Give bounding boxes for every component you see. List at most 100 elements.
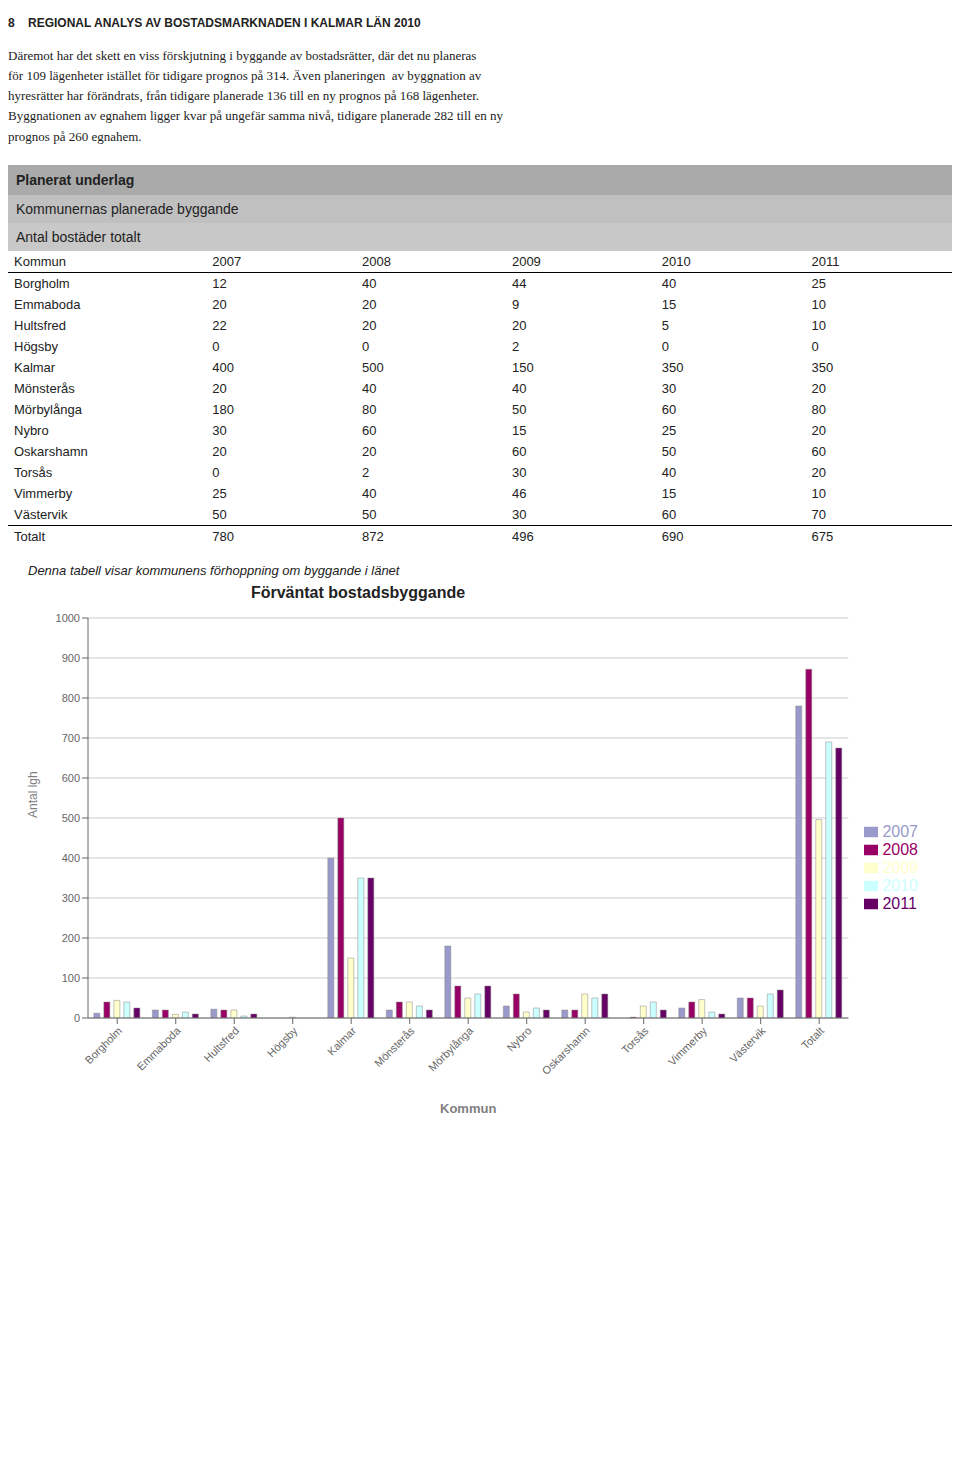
html-text:Totalt: Totalt: [14, 528, 46, 544]
html-text:400: 400: [212, 359, 234, 375]
html-text:10: 10: [811, 296, 827, 312]
html-text:350: 350: [661, 359, 684, 375]
svg-text:200: 200: [62, 932, 80, 944]
html-text:Däremot har det skett en viss: Däremot har det skett en viss förskjutni…: [8, 48, 503, 144]
svg-text:900: 900: [62, 652, 80, 664]
html-text:Planerat underlag: Planerat underlag: [16, 171, 135, 188]
html-text:675: 675: [811, 528, 834, 544]
html-text:2009: 2009: [882, 858, 918, 876]
html-text:60: 60: [811, 443, 827, 459]
svg-text:Mörbylånga: Mörbylånga: [426, 1024, 476, 1074]
svg-text:Mönsterås: Mönsterås: [372, 1024, 417, 1069]
svg-text:700: 700: [62, 732, 80, 744]
html-text:150: 150: [511, 359, 534, 375]
html-text:2009: 2009: [511, 253, 541, 269]
html-text:Borgholm: Borgholm: [14, 275, 70, 291]
html-text:Västervik: Västervik: [14, 506, 68, 522]
html-text:Mönsterås: Mönsterås: [14, 380, 75, 396]
html-text:20: 20: [811, 380, 827, 396]
html-text:60: 60: [511, 443, 527, 459]
html-text:30: 30: [511, 464, 527, 480]
html-text:40: 40: [661, 275, 677, 291]
html-text:30: 30: [661, 380, 677, 396]
html-text:350: 350: [811, 359, 834, 375]
html-text:2007: 2007: [882, 822, 918, 840]
html-text:Antal bostäder totalt: Antal bostäder totalt: [16, 228, 141, 245]
html-text:12: 12: [212, 275, 227, 291]
html-text:15: 15: [511, 422, 527, 438]
html-text:80: 80: [811, 401, 827, 417]
html-text:Oskarshamn: Oskarshamn: [14, 443, 88, 459]
html-text:60: 60: [661, 506, 677, 522]
svg-text:800: 800: [62, 692, 80, 704]
html-text:Nybro: Nybro: [14, 422, 49, 438]
svg-text:Vimmerby: Vimmerby: [666, 1024, 710, 1068]
html-text:15: 15: [661, 485, 677, 501]
html-text:Hultsfred: Hultsfred: [14, 317, 66, 333]
html-text:50: 50: [661, 443, 677, 459]
html-text:2010: 2010: [882, 876, 918, 894]
html-text:30: 30: [511, 506, 527, 522]
html-text:Förväntat bostadsbyggande: Förväntat bostadsbyggande: [250, 583, 466, 601]
svg-text:1000: 1000: [56, 612, 80, 624]
html-text:2010: 2010: [661, 253, 691, 269]
svg-text:Västervik: Västervik: [727, 1024, 768, 1065]
html-text:Denna tabell visar kommunens f: Denna tabell visar kommunens förhoppning…: [28, 562, 400, 578]
html-text:44: 44: [511, 275, 527, 291]
svg-text:100: 100: [62, 972, 80, 984]
html-text:Kommunernas planerade byggande: Kommunernas planerade byggande: [16, 200, 239, 217]
svg-text:500: 500: [62, 812, 80, 824]
svg-text:Högsby: Högsby: [265, 1024, 300, 1059]
html-text:20: 20: [811, 422, 827, 438]
html-text:46: 46: [511, 485, 527, 501]
html-text:Kalmar: Kalmar: [14, 359, 56, 375]
html-text:Högsby: Högsby: [14, 338, 59, 354]
html-text:Mörbylånga: Mörbylånga: [14, 401, 82, 417]
html-text:872: 872: [362, 528, 384, 544]
html-text:Vimmerby: Vimmerby: [14, 485, 73, 501]
svg-text:Borgholm: Borgholm: [82, 1024, 124, 1066]
html-text:Kommun: Kommun: [14, 253, 66, 269]
html-text:10: 10: [811, 317, 827, 333]
html-text:60: 60: [661, 401, 677, 417]
html-text:10: 10: [811, 485, 827, 501]
svg-text:Hultsfred: Hultsfred: [202, 1024, 242, 1064]
html-text:2007: 2007: [212, 253, 242, 269]
html-text:40: 40: [511, 380, 527, 396]
svg-text:Kommun: Kommun: [440, 1101, 496, 1116]
html-text:20: 20: [362, 296, 377, 312]
html-text:15: 15: [661, 296, 677, 312]
svg-text:Antal lgh: Antal lgh: [26, 771, 40, 818]
svg-text:Kalmar: Kalmar: [325, 1024, 358, 1057]
html-text:40: 40: [661, 464, 677, 480]
html-text:690: 690: [661, 528, 684, 544]
svg-text:600: 600: [62, 772, 80, 784]
svg-text:Totalt: Totalt: [799, 1024, 826, 1051]
svg-text:300: 300: [62, 892, 80, 904]
svg-text:Oskarshamn: Oskarshamn: [540, 1024, 593, 1077]
html-text:20: 20: [212, 296, 227, 312]
html-text:180: 180: [212, 401, 234, 417]
html-text:780: 780: [212, 528, 234, 544]
html-text:40: 40: [362, 275, 377, 291]
html-text:20: 20: [511, 317, 527, 333]
html-text:Emmaboda: Emmaboda: [14, 296, 81, 312]
html-text:25: 25: [661, 422, 677, 438]
html-text:2011: 2011: [811, 253, 840, 269]
html-text:20: 20: [811, 464, 827, 480]
svg-text:400: 400: [62, 852, 80, 864]
html-text:2011: 2011: [882, 894, 917, 912]
html-text:2008: 2008: [362, 253, 391, 269]
svg-text:0: 0: [74, 1012, 80, 1024]
html-text:500: 500: [362, 359, 384, 375]
svg-text:Nybro: Nybro: [504, 1024, 533, 1053]
svg-text:Torsås: Torsås: [619, 1024, 651, 1056]
html-text:22: 22: [212, 317, 227, 333]
html-text:50: 50: [511, 401, 527, 417]
html-text:2008: 2008: [882, 840, 918, 858]
html-text:25: 25: [811, 275, 827, 291]
svg-text:Emmaboda: Emmaboda: [134, 1024, 183, 1073]
html-text:496: 496: [511, 528, 534, 544]
html-text:70: 70: [811, 506, 827, 522]
html-text:Torsås: Torsås: [14, 464, 53, 480]
